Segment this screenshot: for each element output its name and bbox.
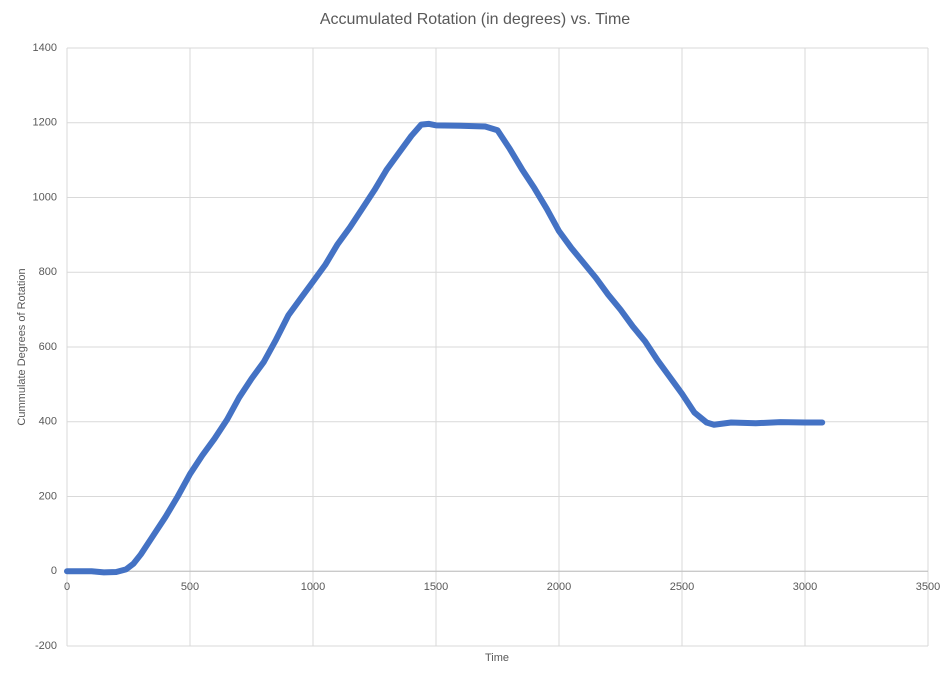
data-line <box>64 120 826 576</box>
x-tick-label: 2500 <box>670 581 694 593</box>
x-tick-label: 500 <box>181 581 199 593</box>
x-tick-label: 3000 <box>793 581 817 593</box>
y-tick-label: 1200 <box>33 117 57 129</box>
y-tick-label: 800 <box>39 266 57 278</box>
chart-title: Accumulated Rotation (in degrees) vs. Ti… <box>320 11 630 28</box>
x-tick-label: 2000 <box>547 581 571 593</box>
x-tick-label: 1500 <box>424 581 448 593</box>
y-tick-label: 400 <box>39 416 57 428</box>
y-tick-label: 0 <box>51 565 57 577</box>
y-tick-label: 1400 <box>33 42 57 54</box>
y-tick-label: 1000 <box>33 191 57 203</box>
y-axis-label: Cummulate Degrees of Rotation <box>16 268 28 425</box>
y-tick-label: 600 <box>39 341 57 353</box>
x-tick-label: 1000 <box>301 581 325 593</box>
x-tick-label: 0 <box>64 581 70 593</box>
x-axis-label: Time <box>485 652 509 664</box>
y-tick-label: -200 <box>35 640 57 652</box>
x-tick-label: 3500 <box>916 581 940 593</box>
y-tick-label: 200 <box>39 490 57 502</box>
